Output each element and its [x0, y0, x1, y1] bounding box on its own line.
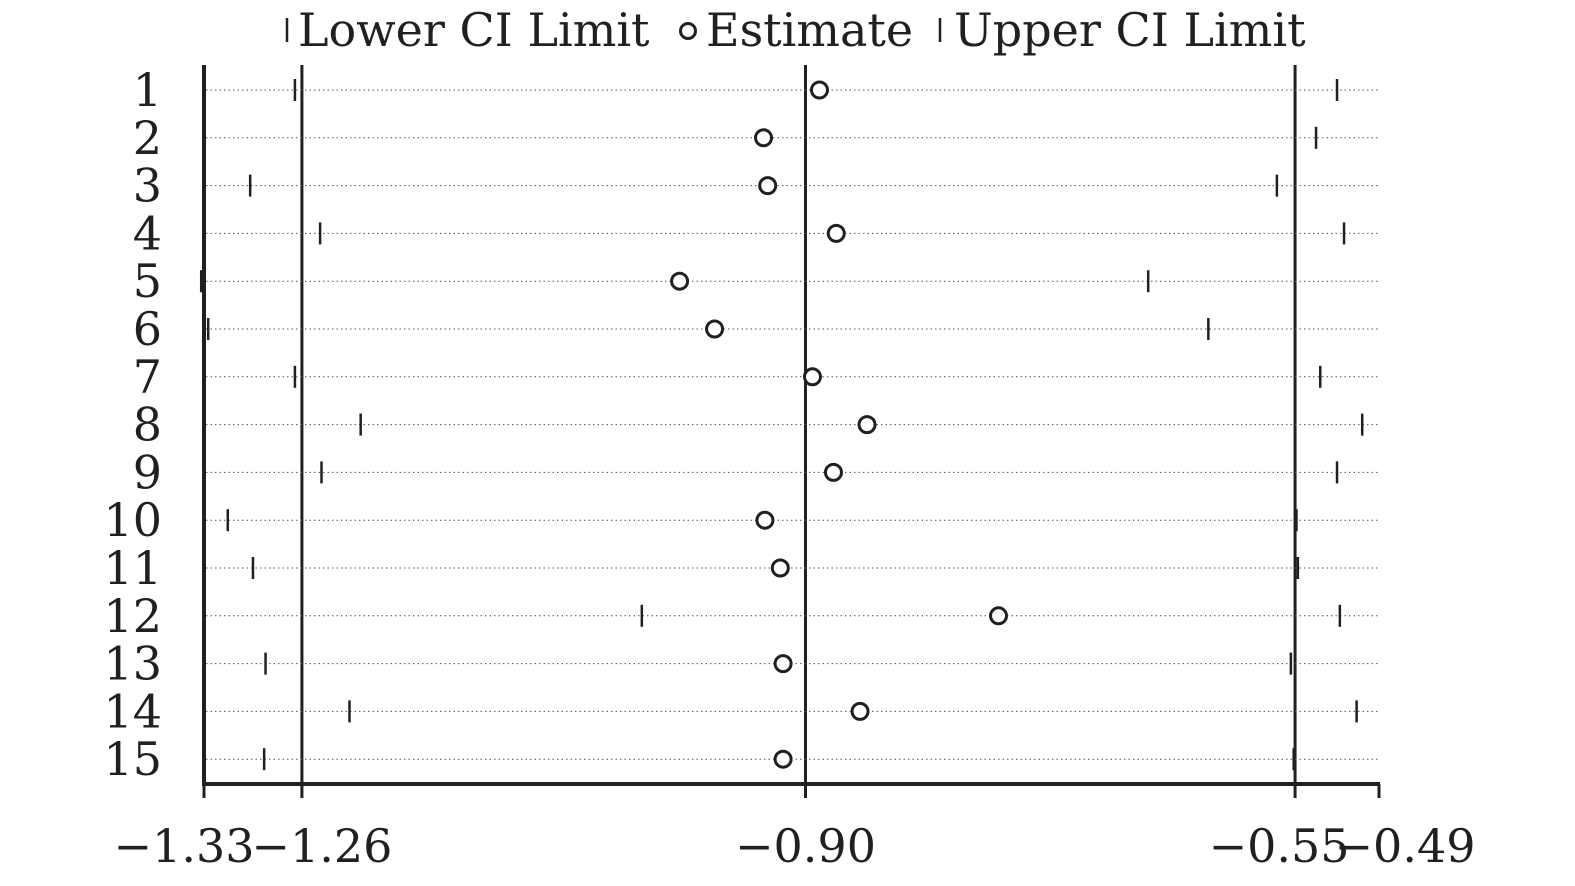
x-tick-label: −1.26 — [251, 819, 392, 873]
row-label: 13 — [103, 637, 162, 691]
legend-lower-label: Lower CI Limit — [298, 3, 650, 57]
estimate-point — [857, 415, 877, 435]
legend-estimate-label: Estimate — [706, 3, 913, 57]
estimate-point — [755, 510, 775, 530]
row-label: 9 — [133, 445, 162, 499]
estimate-point — [705, 319, 725, 339]
estimate-point — [754, 128, 774, 148]
legend-estimate-marker — [679, 22, 697, 40]
row-label: 14 — [103, 684, 162, 738]
row-label: 2 — [133, 111, 162, 165]
row-label: 6 — [133, 302, 162, 356]
row-label: 11 — [103, 541, 162, 595]
row-label: 15 — [103, 732, 162, 786]
row-label: 4 — [133, 206, 162, 260]
legend-upper-label: Upper CI Limit — [954, 3, 1306, 57]
row-label: 8 — [133, 398, 162, 452]
estimate-point — [670, 271, 690, 291]
estimate-point — [850, 701, 870, 721]
row-label: 12 — [103, 589, 162, 643]
row-label: 10 — [103, 493, 162, 547]
estimate-point — [773, 654, 793, 674]
estimate-point — [823, 462, 843, 482]
estimate-point — [989, 606, 1009, 626]
row-label: 3 — [133, 159, 162, 213]
row-label: 7 — [133, 350, 162, 404]
estimate-point — [770, 558, 790, 578]
estimate-point — [826, 223, 846, 243]
row-label: 1 — [133, 63, 162, 117]
estimate-point — [802, 367, 822, 387]
estimate-point — [809, 80, 829, 100]
x-tick-label: −0.49 — [1335, 819, 1476, 873]
x-tick-label: −1.33 — [114, 819, 255, 873]
x-tick-label: −0.55 — [1209, 819, 1350, 873]
estimate-point — [773, 749, 793, 769]
estimate-point — [758, 176, 778, 196]
x-tick-label: −0.90 — [735, 819, 876, 873]
row-label: 5 — [133, 254, 162, 308]
